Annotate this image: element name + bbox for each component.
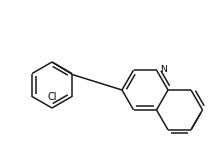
Text: Cl: Cl	[47, 92, 57, 102]
Text: N: N	[161, 65, 167, 74]
